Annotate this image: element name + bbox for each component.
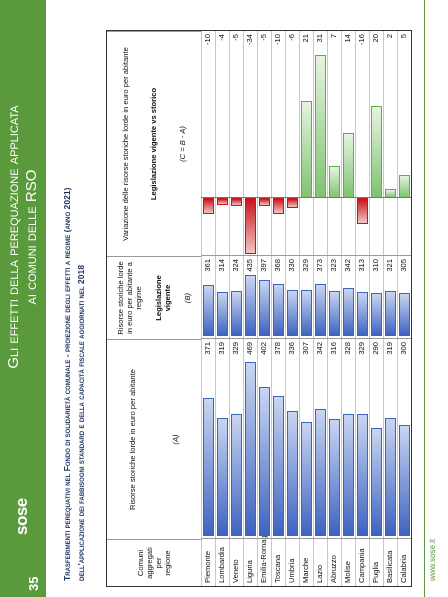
value-b: 321 <box>385 259 394 272</box>
value-a: 336 <box>287 342 296 355</box>
region-label: Emilia-Romagna <box>259 526 268 583</box>
value-b: 313 <box>357 259 366 272</box>
value-b: 373 <box>315 259 324 272</box>
value-c: 2 <box>385 34 394 39</box>
table: Comuni aggregati per regione Risorse stor… <box>106 30 412 587</box>
footer-url: www.sose.it <box>428 538 437 581</box>
value-a: 316 <box>329 342 338 355</box>
value-b: 324 <box>231 259 240 272</box>
header-cell: Variazione delle risorse storiche lorde … <box>107 31 201 256</box>
value-c: -34 <box>245 34 254 45</box>
value-a: 328 <box>343 342 352 355</box>
value-c: -5 <box>231 34 240 41</box>
value-b: 310 <box>371 259 380 272</box>
value-b: 323 <box>329 259 338 272</box>
value-a: 329 <box>231 342 240 355</box>
axis-line <box>201 197 411 198</box>
value-b: 329 <box>301 259 310 272</box>
region-label: Piemonte <box>203 550 212 583</box>
subtitle-line: Trasferimenti perequativi nel Fondo di s… <box>62 187 72 581</box>
subtitle-line: dell'applicazione dei fabbisogni standar… <box>76 264 86 581</box>
value-a: 342 <box>315 342 324 355</box>
value-b: 305 <box>399 259 408 272</box>
header-text: (A) <box>171 434 180 445</box>
value-a: 319 <box>217 342 226 355</box>
value-a: 469 <box>245 342 254 355</box>
page-number: 35 <box>26 576 41 591</box>
value-a: 300 <box>399 342 408 355</box>
value-b: 368 <box>273 259 282 272</box>
value-b: 435 <box>245 259 254 272</box>
value-b: 361 <box>203 259 212 272</box>
title-line: Gli effetti della perequazione applicata <box>5 105 22 369</box>
value-b: 314 <box>217 259 226 272</box>
header-cell: Risorse storiche lorde in euro per abita… <box>107 339 201 539</box>
value-b: 397 <box>259 259 268 272</box>
logo: sose <box>12 498 31 535</box>
title-line: ai comuni delle RSO <box>23 169 40 305</box>
value-a: 329 <box>357 342 366 355</box>
value-a: 402 <box>259 342 268 355</box>
header-text: (C = B - A) <box>178 126 188 162</box>
value-c: -10 <box>273 34 282 45</box>
header-text: Legislazione vigente vs storico <box>149 87 159 201</box>
value-c: 14 <box>343 34 352 43</box>
value-c: -16 <box>357 34 366 45</box>
value-b: 330 <box>287 259 296 272</box>
region-label: Liguria <box>245 560 254 583</box>
region-label: Lombardia <box>217 547 226 583</box>
header-cell: Comuni aggregati per regione <box>107 539 201 586</box>
region-label: Toscana <box>273 554 282 583</box>
subtitle: Trasferimenti perequativi nel Fondo di s… <box>60 11 88 581</box>
value-a: 290 <box>371 342 380 355</box>
header-text: Risorse storiche lorde in euro per abita… <box>116 261 144 335</box>
region-label: Veneto <box>231 559 240 583</box>
column-line <box>201 338 411 339</box>
value-c: 5 <box>399 34 408 39</box>
value-c: -5 <box>259 34 268 41</box>
value-c: 21 <box>301 34 310 43</box>
value-c: 7 <box>329 34 338 39</box>
region-label: Lazio <box>315 564 324 583</box>
value-c: -4 <box>217 34 226 41</box>
header-text: Risorse storiche lorde in euro per abita… <box>128 369 137 510</box>
value-c: -6 <box>287 34 296 41</box>
value-c: -10 <box>203 34 212 45</box>
header-text: Legislazione vigente <box>153 275 172 321</box>
header-text: Comuni aggregati per regione <box>136 547 172 579</box>
header-text: Variazione delle risorse storiche lorde … <box>120 47 130 241</box>
region-label: Basilicata <box>385 550 394 584</box>
value-c: 20 <box>371 34 380 43</box>
value-a: 319 <box>385 342 394 355</box>
region-label: Molise <box>343 561 352 583</box>
header-cell: Risorse storiche lorde in euro per abita… <box>107 256 201 339</box>
footer-line <box>424 0 425 597</box>
value-c: 31 <box>315 34 324 43</box>
region-label: Campania <box>357 548 366 583</box>
value-a: 307 <box>301 342 310 355</box>
column-line <box>201 255 411 256</box>
region-label: Marche <box>301 557 310 583</box>
title: Gli effetti della perequazione applicata… <box>5 27 41 447</box>
region-label: Calabria <box>399 554 408 583</box>
column-line <box>201 538 411 539</box>
value-a: 371 <box>203 342 212 355</box>
region-label: Abruzzo <box>329 555 338 583</box>
value-a: 378 <box>273 342 282 355</box>
value-b: 342 <box>343 259 352 272</box>
header-text: (B) <box>182 292 192 304</box>
region-label: Puglia <box>371 561 380 583</box>
region-label: Umbria <box>287 558 296 583</box>
